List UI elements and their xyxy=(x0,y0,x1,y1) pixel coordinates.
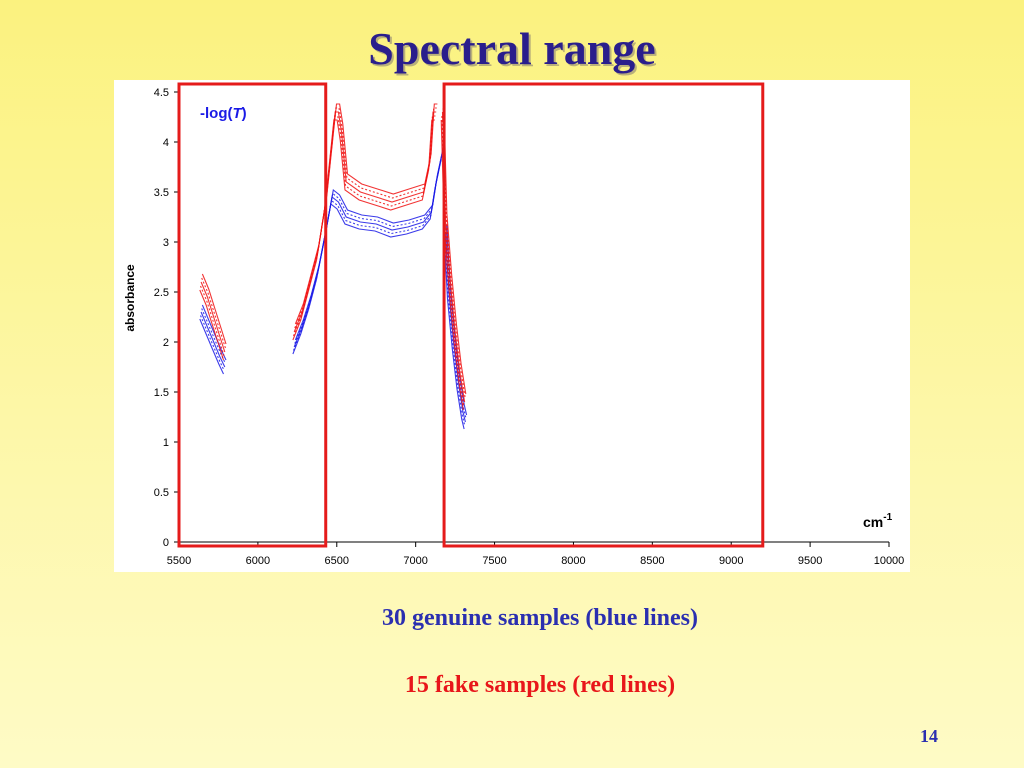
fake-series-line xyxy=(443,103,467,395)
y-tick-label: 4 xyxy=(163,137,169,149)
chart-tick-labels: 0 0.5 1 1.5 2 2.5 3 3.5 4 4.5 5500 6000 6500 7000 7500… xyxy=(154,87,905,567)
fake-series-line xyxy=(292,119,435,341)
genuine-series-line xyxy=(199,318,224,375)
genuine-series-line xyxy=(199,315,225,371)
unit-label: cm-1 xyxy=(863,512,893,530)
y-tick-label: 2.5 xyxy=(154,287,169,299)
fake-series-line xyxy=(201,273,227,345)
y-tick-label: 3.5 xyxy=(154,187,169,199)
spectrum-chart: 0 0.5 1 1.5 2 2.5 3 3.5 4 4.5 5500 6000 6500 7000 7500… xyxy=(114,80,910,572)
caption-fake: 15 fake samples (red lines) xyxy=(404,672,676,698)
genuine-series-line xyxy=(200,311,226,368)
x-tick-label: 8500 xyxy=(640,555,664,567)
y-tick-label: 1.5 xyxy=(154,387,169,399)
genuine-series-line xyxy=(201,304,227,361)
y-tick-label: 1 xyxy=(163,437,169,449)
x-tick-label: 9000 xyxy=(719,555,743,567)
highlight-box-1 xyxy=(177,82,328,548)
genuine-series-line xyxy=(294,144,445,341)
x-tick-label: 5500 xyxy=(167,555,191,567)
y-tick-label: 0.5 xyxy=(154,487,169,499)
x-tick-label: 7000 xyxy=(403,555,427,567)
highlight-regions xyxy=(177,82,765,548)
x-tick-label: 8000 xyxy=(561,555,585,567)
highlight-box-2 xyxy=(442,82,765,548)
y-axis-label: absorbance xyxy=(123,264,137,332)
x-tick-label: 10000 xyxy=(874,555,905,567)
fake-series-line xyxy=(442,107,466,399)
annotation-neglog-t: -log(T) xyxy=(200,105,247,122)
fake-series-line xyxy=(199,285,225,357)
caption-genuine: 30 genuine samples (blue lines) xyxy=(381,605,699,631)
y-tick-label: 2 xyxy=(163,337,169,349)
x-tick-label: 6000 xyxy=(246,555,270,567)
x-tick-label: 7500 xyxy=(482,555,506,567)
y-tick-label: 4.5 xyxy=(154,87,169,99)
fake-series-line xyxy=(292,115,436,337)
y-tick-label: 3 xyxy=(163,237,169,249)
fake-series-line xyxy=(200,281,226,353)
x-tick-label: 6500 xyxy=(325,555,349,567)
fake-series-line xyxy=(294,103,438,325)
genuine-series-line xyxy=(443,238,465,430)
x-tick-label: 9500 xyxy=(798,555,822,567)
page-number: 14 xyxy=(920,726,938,746)
y-tick-label: 0 xyxy=(163,537,169,549)
fake-series-line xyxy=(441,115,465,407)
fake-series-line xyxy=(201,277,226,349)
chart-background xyxy=(114,80,910,572)
fake-series-line xyxy=(293,111,437,333)
fake-series-line xyxy=(294,107,437,329)
slide-title: Spectral range xyxy=(368,23,656,74)
chart-series xyxy=(199,103,468,430)
fake-series-line xyxy=(199,289,225,361)
